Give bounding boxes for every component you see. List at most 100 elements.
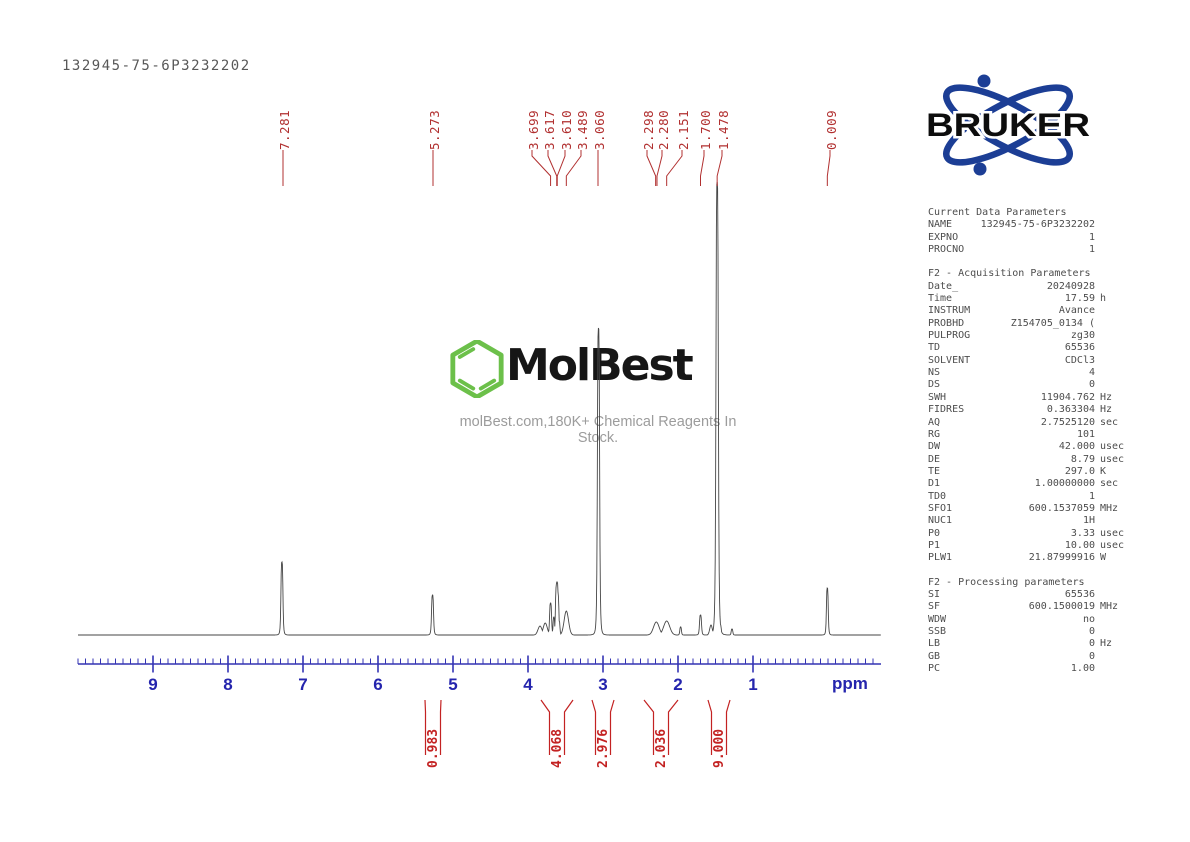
param-row: NAME 132945-75-6P3232202 [928,219,1136,231]
param-row: SF 600.1500019 MHz [928,601,1136,613]
param-value: 132945-75-6P3232202 [980,219,1095,231]
param-unit [1095,305,1136,317]
param-value: 101 [1076,428,1095,440]
axis-tick-label: 1 [748,675,758,694]
param-value: zg30 [1070,330,1095,342]
param-row: LB 0 Hz [928,638,1136,650]
param-unit [1095,330,1136,342]
param-row: TD 65536 [928,342,1136,354]
param-row: NUC1 1H [928,515,1136,527]
param-unit: K [1100,465,1107,477]
peak-label-connector [666,150,683,186]
param-key: PULPROG [928,330,971,342]
watermark-tagline: molBest.com,180K+ Chemical Reagents In S… [459,414,737,446]
logo-dot-bottom [973,162,987,176]
param-unit [1095,355,1136,367]
param-key: PROBHD [928,317,965,329]
param-key: PLW1 [928,552,953,564]
param-row: RG 101 [928,429,1136,441]
molbest-watermark: MolBest molBest.com,180K+ Chemical Reage… [448,338,748,446]
param-row: PULPROG zg30 [928,330,1136,342]
param-row: PROCNO 1 [928,244,1136,256]
watermark-brand: MolBest [506,340,694,391]
peak-label-connector [646,150,657,186]
peak-shift-label: 1.478 [716,109,731,150]
param-row: GB 0 [928,651,1136,663]
integral-value-label: 2.036 [654,728,669,768]
integral-bracket-right [563,699,574,755]
integral-value-label: 9.000 [711,728,727,768]
integral-bracket-right [609,699,615,755]
logo-dot-top [977,74,991,88]
param-unit: usec [1100,441,1125,453]
axis-tick-label: 4 [523,675,533,694]
param-section: Current Data Parameters NAME 132945-75-6P3… [928,207,1136,256]
param-value: 600.1537059 [1028,502,1095,514]
param-value: 11904.762 [1040,391,1095,403]
param-key: FIDRES [928,404,965,416]
param-row: D1 1.00000000 sec [928,478,1136,490]
peak-shift-label: 7.281 [277,109,292,150]
axis-tick-label: 2 [673,675,683,694]
param-row: DS 0 [928,379,1136,391]
param-value: 1.00000000 [1034,478,1095,490]
param-value: 2.7525120 [1040,416,1095,428]
param-value: 1.00 [1070,663,1095,675]
param-unit [1095,663,1136,675]
param-row: SSB 0 [928,626,1136,638]
parameter-listing: Current Data Parameters NAME 132945-75-6P3… [928,207,1136,675]
param-section-header: F2 - Acquisition Parameters [928,268,1091,280]
param-key: D1 [928,478,941,490]
param-unit: MHz [1100,502,1119,514]
param-value: 65536 [1064,588,1095,600]
param-unit: sec [1100,416,1119,428]
axis-tick-label: 9 [148,675,158,694]
param-value: Z154705_0134 ( [1010,317,1095,329]
param-row: SFO1 600.1537059 MHz [928,503,1136,515]
peak-shift-label: 3.699 [526,109,541,150]
peak-shift-label: 3.617 [542,109,557,150]
param-value: 600.1500019 [1028,601,1095,613]
peak-shift-label: 2.298 [641,109,656,150]
integral-value-label: 2.976 [596,728,611,768]
param-unit [1095,219,1136,231]
param-value: 3.33 [1070,527,1095,539]
integral-bracket-left [591,699,597,755]
peak-label-connector [826,150,831,186]
param-unit [1095,379,1136,391]
param-key: WDW [928,613,947,625]
integral-value-label: 4.068 [549,728,565,768]
param-unit: sec [1100,478,1119,490]
param-key: P0 [928,527,941,539]
param-key: INSTRUM [928,305,971,317]
param-unit: usec [1100,453,1125,465]
param-row: AQ 2.7525120 sec [928,417,1136,429]
param-value: 0.363304 [1046,404,1095,416]
param-row: NS 4 [928,367,1136,379]
molbest-hexagon-logo [450,338,504,400]
param-section-header: Current Data Parameters [928,207,1067,218]
bruker-logo-graphic: BRUKER [924,74,1093,176]
param-section: F2 - Acquisition Parameters Date_ 20240928… [928,268,1136,564]
param-unit [1095,491,1136,503]
peak-label-connector [547,150,558,186]
axis-tick-label: 5 [448,675,458,694]
param-value: 42.000 [1058,441,1095,453]
param-unit [1095,614,1136,626]
param-key: SI [928,588,941,600]
peak-label-connector [556,150,566,186]
param-row: PLW1 21.87999916 W [928,552,1136,564]
param-key: TD [928,342,941,354]
peak-shift-label: 3.610 [559,109,574,150]
param-unit: h [1100,293,1107,305]
sample-id-title: 132945-75-6P3232202 [62,58,251,74]
param-value: 0 [1088,650,1095,662]
param-row: SOLVENT CDCl3 [928,355,1136,367]
param-key: SOLVENT [928,354,971,366]
param-key: SWH [928,391,947,403]
param-key: LB [928,638,941,650]
axis-tick-label: 3 [598,675,608,694]
param-value: Avance [1058,305,1095,317]
param-key: SFO1 [928,502,953,514]
param-unit [1095,651,1136,663]
